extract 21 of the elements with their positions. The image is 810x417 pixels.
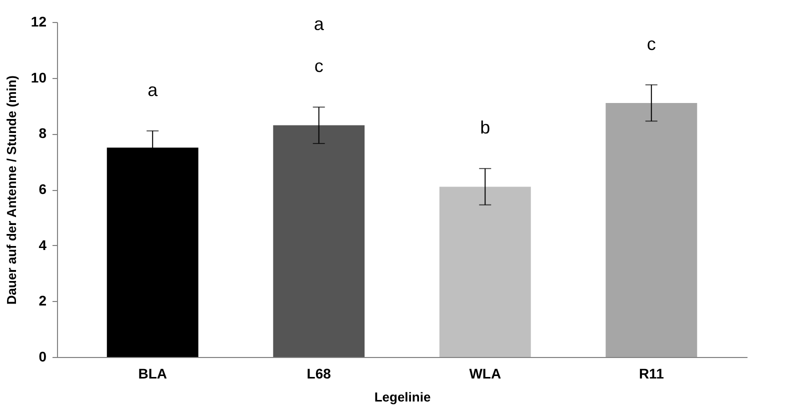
x-tick-label: WLA	[469, 366, 502, 382]
x-tick-label: R11	[638, 366, 664, 382]
bar	[439, 186, 531, 357]
x-tick-label: L68	[306, 366, 332, 382]
y-tick-label: 2	[38, 292, 47, 309]
y-tick-label: 4	[38, 236, 47, 253]
data-label: a	[148, 80, 159, 100]
y-tick-label: 6	[38, 181, 47, 197]
bar	[606, 102, 698, 357]
y-tick-label: 0	[38, 348, 47, 364]
x-tick-label: BLA	[138, 366, 167, 382]
y-tick-label: 8	[38, 125, 47, 142]
data-label: c	[314, 56, 324, 76]
data-label: b	[480, 118, 490, 138]
bar	[273, 125, 365, 357]
y-tick-label: 10	[30, 69, 47, 86]
x-axis-title: Legelinie	[374, 390, 431, 404]
annotation: a	[314, 14, 325, 34]
data-label: c	[646, 34, 656, 54]
y-tick-label: 12	[30, 14, 47, 30]
y-axis-title: Dauer auf der Antenne / Stunde (min)	[4, 75, 19, 305]
